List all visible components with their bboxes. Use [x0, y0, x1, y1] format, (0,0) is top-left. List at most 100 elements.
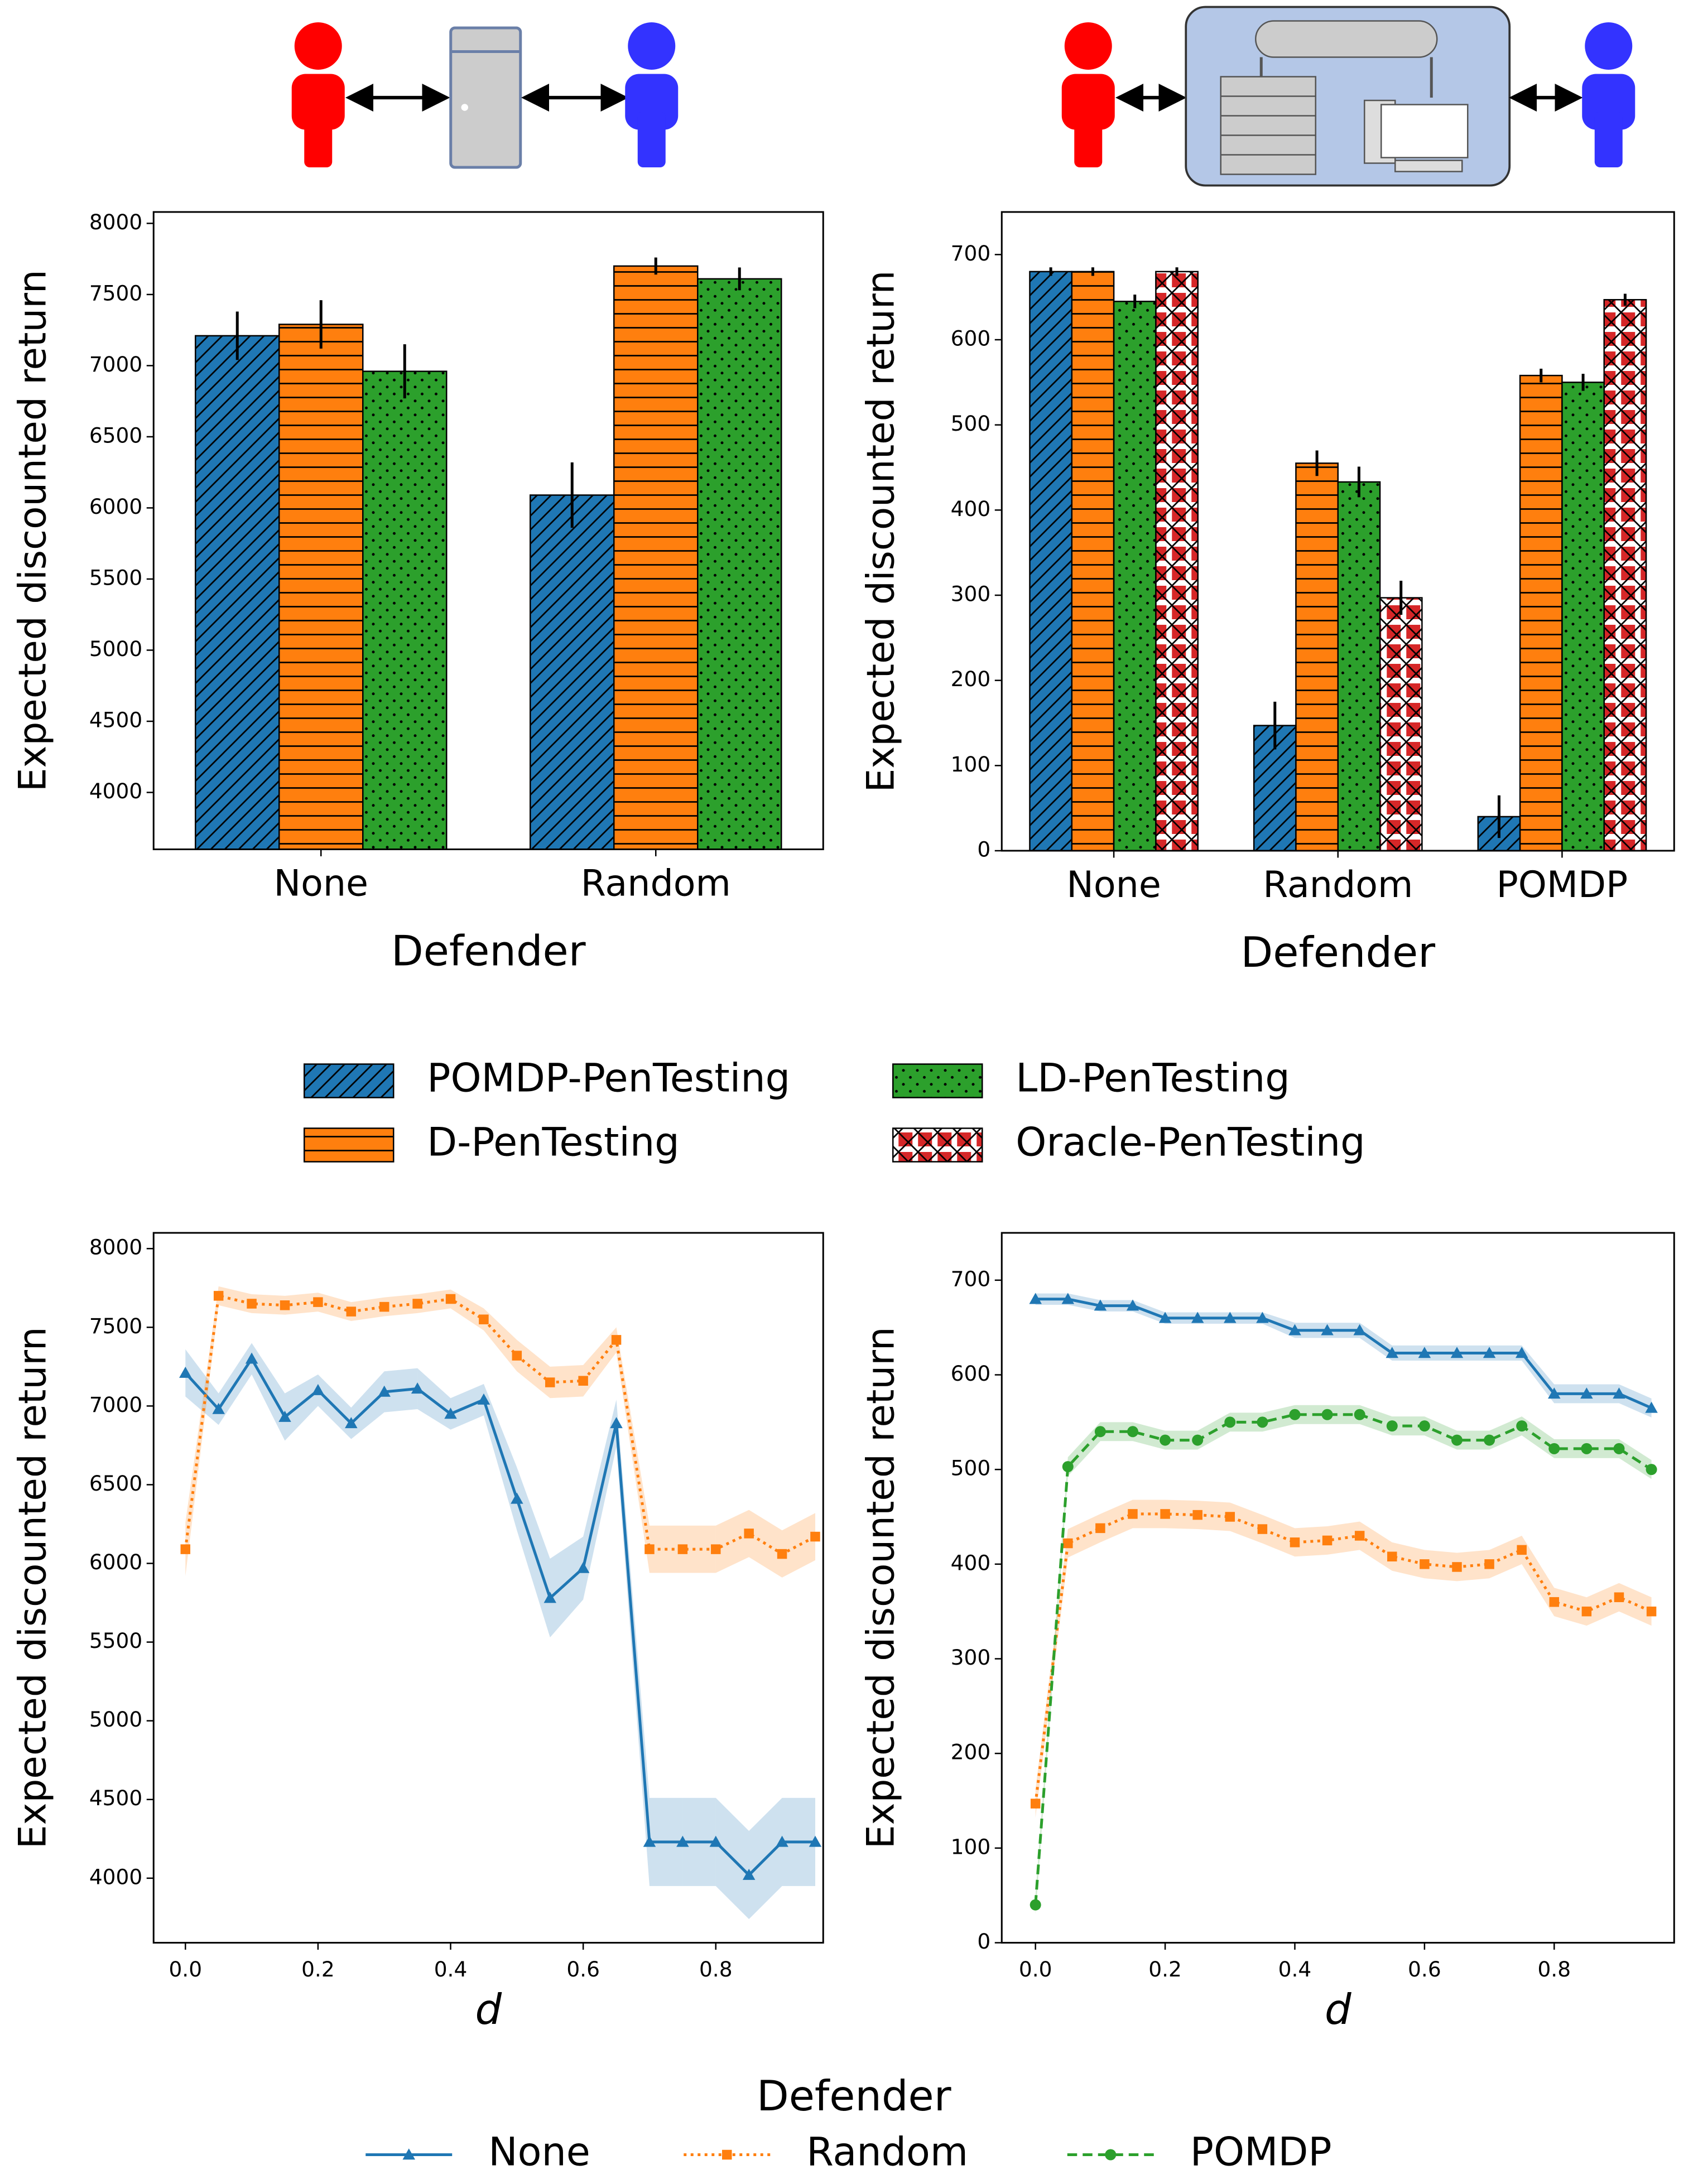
y-tick-label: 7000 [89, 352, 142, 377]
point [347, 1306, 357, 1317]
y-axis-label: Expected discounted return [10, 269, 54, 792]
bar [698, 279, 781, 850]
plot-frame [1002, 1233, 1674, 1943]
point [1192, 1435, 1203, 1446]
point [1582, 1607, 1592, 1617]
point [1354, 1409, 1365, 1420]
y-tick-label: 600 [951, 326, 991, 351]
y-tick-label: 8000 [89, 1235, 142, 1260]
x-tick-label: Random [581, 863, 731, 905]
error-band [252, 1343, 285, 1441]
legend-label: Oracle-PenTesting [1016, 1120, 1365, 1165]
y-tick-label: 6500 [89, 423, 142, 447]
point [280, 1300, 290, 1310]
bar [195, 336, 279, 850]
point [1258, 1524, 1268, 1534]
x-axis-label: d [475, 1985, 502, 2034]
point [1095, 1524, 1105, 1534]
y-tick-label: 400 [951, 1550, 991, 1575]
point [1224, 1416, 1235, 1428]
point [1192, 1510, 1202, 1520]
legend-swatch [893, 1064, 982, 1098]
point [1062, 1461, 1074, 1472]
y-axis-label: Expected discounted return [10, 1327, 54, 1849]
legend-swatch [304, 1129, 393, 1162]
point [744, 1529, 754, 1539]
point [512, 1351, 522, 1361]
point [1484, 1435, 1495, 1446]
point [1647, 1607, 1657, 1617]
x-tick-label: Random [1263, 864, 1413, 906]
bar [279, 324, 363, 849]
y-tick-label: 6500 [89, 1471, 142, 1496]
figure: 4000 4500 5000 5500 6000 6500 7000 7500 8000 Expe… [0, 0, 1698, 2184]
x-tick-label: 0.6 [566, 1957, 600, 1981]
error-band [1133, 1422, 1165, 1449]
error-band [285, 1375, 318, 1441]
y-tick-label: 5500 [89, 1628, 142, 1653]
point [1613, 1443, 1624, 1454]
y-tick-label: 200 [951, 667, 991, 691]
point [379, 1302, 389, 1312]
point [1419, 1420, 1430, 1431]
legend-label: D-PenTesting [427, 1120, 679, 1165]
series-line [1036, 1415, 1652, 1905]
x-axis-label: Defender [1240, 928, 1435, 977]
x-tick-label: POMDP [1497, 864, 1628, 906]
x-axis-label: Defender [391, 927, 586, 976]
point [181, 1544, 191, 1554]
y-tick-label: 300 [951, 582, 991, 606]
point [578, 1376, 588, 1386]
y-tick-label: 6000 [89, 1550, 142, 1574]
error-band [318, 1293, 351, 1321]
y-tick-label: 200 [951, 1740, 991, 1764]
point [711, 1544, 721, 1554]
point [1420, 1559, 1429, 1569]
error-band [617, 1327, 650, 1573]
y-tick-label: 4000 [89, 779, 142, 803]
legend-label: POMDP-PenTesting [427, 1055, 790, 1101]
point [446, 1294, 456, 1304]
x-tick-label: 0.2 [301, 1957, 335, 1981]
x-tick-label: 0.2 [1148, 1957, 1182, 1981]
error-band [417, 1290, 450, 1313]
point [1257, 1416, 1268, 1428]
point [1160, 1435, 1171, 1446]
x-tick-label: 0.4 [434, 1957, 468, 1981]
point [545, 1377, 555, 1387]
point [214, 1291, 224, 1301]
point [247, 1299, 257, 1309]
legend-label: None [488, 2129, 590, 2175]
point [479, 1314, 489, 1324]
point [1451, 1435, 1463, 1446]
legend-label: Random [806, 2129, 968, 2175]
y-tick-label: 700 [951, 1266, 991, 1291]
error-band [716, 1510, 749, 1573]
y-tick-label: 4500 [89, 1786, 142, 1810]
point [810, 1532, 820, 1542]
point [1548, 1443, 1560, 1454]
y-tick-label: 5000 [89, 637, 142, 661]
x-tick-label: 0.8 [1537, 1957, 1571, 1981]
x-tick-label: 0.4 [1278, 1957, 1312, 1981]
y-tick-label: 4000 [89, 1864, 142, 1889]
y-tick-label: 5500 [89, 565, 142, 590]
y-tick-label: 500 [951, 1456, 991, 1481]
x-tick-label: 0.6 [1408, 1957, 1441, 1981]
error-band [484, 1308, 517, 1371]
point [1614, 1592, 1624, 1602]
point [1128, 1509, 1138, 1519]
y-tick-label: 7500 [89, 281, 142, 305]
page: {"chart_data": [ {"type": "bar", "xlabel… [0, 0, 1698, 2184]
point [678, 1544, 688, 1554]
point [1646, 1464, 1657, 1475]
bar [1604, 300, 1646, 851]
y-tick-label: 400 [951, 496, 991, 521]
x-tick-label: None [1066, 864, 1161, 906]
point [777, 1549, 787, 1559]
point [412, 1299, 422, 1309]
point [1517, 1545, 1527, 1555]
point [313, 1297, 323, 1307]
y-tick-label: 8000 [89, 210, 142, 234]
legend-label: LD-PenTesting [1016, 1055, 1290, 1101]
